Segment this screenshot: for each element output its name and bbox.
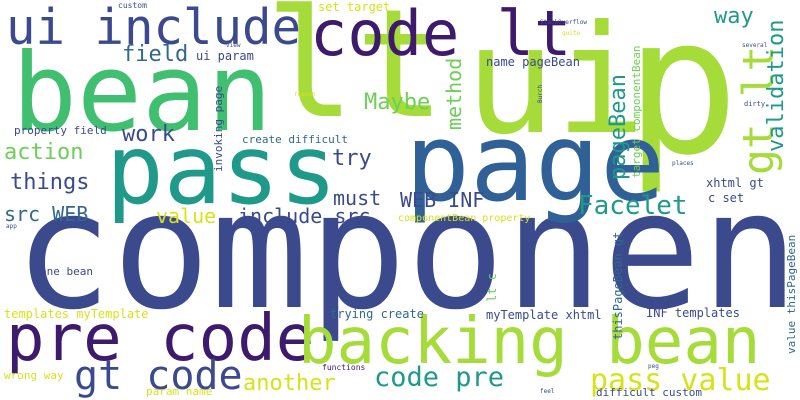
word-quite: quite	[562, 30, 581, 37]
word-ui-param: ui param	[196, 49, 254, 63]
word-functions: functions	[322, 363, 366, 372]
word-facelet: Facelet	[578, 191, 688, 221]
word-pre-code: pre code	[6, 302, 315, 376]
word-componentbean-property: componentBean property	[398, 213, 531, 224]
word-several: several	[742, 42, 768, 49]
word-include-src: include src	[238, 204, 371, 228]
word-value: value	[156, 204, 217, 228]
word-things: things	[10, 170, 90, 195]
word-pass: pass	[106, 114, 338, 226]
word-name-pagebean: name pageBean	[486, 55, 580, 69]
word-backing-bean: backing bean	[298, 305, 761, 379]
word-param-name: param name	[146, 385, 213, 398]
word-difficult-custom: difficult custom	[596, 386, 702, 399]
word-way: way	[714, 4, 754, 29]
word-trying-create: trying create	[330, 307, 424, 321]
word-method: method	[442, 57, 466, 130]
word-field: field	[122, 42, 189, 67]
word-wrong-way: wrong way	[4, 369, 64, 382]
word-lt: lt	[265, 0, 446, 152]
word-view: view	[226, 42, 241, 49]
word-places: places	[672, 160, 694, 167]
word-ui-include: ui include	[6, 0, 302, 56]
word-reason: reason	[294, 91, 316, 98]
word-inf-templates: INF templates	[646, 306, 740, 320]
word-work: work	[122, 122, 175, 147]
word-another: another	[243, 371, 336, 396]
word-lt-c: lt c	[485, 273, 499, 302]
word-action: action	[4, 140, 84, 165]
word-set-target: set target	[318, 0, 391, 14]
word-target-componentbean: target componentBean	[630, 45, 643, 178]
word-mytemplate-xhtml: myTemplate xhtml	[486, 308, 602, 322]
word-must: must	[333, 186, 382, 210]
word-web-inf: WEB INF	[400, 188, 485, 212]
word-templates-mytemplate: templates myTemplate	[4, 307, 149, 321]
word-c-set: c set	[708, 191, 745, 205]
word-gt-code: gt code	[74, 353, 243, 399]
word-stackoverflow: StackOverflow	[540, 19, 587, 26]
word-pagebean: pageBean	[606, 74, 631, 180]
word-validation: validation	[764, 19, 789, 152]
word-custom: custom	[118, 1, 147, 10]
word-component: component	[14, 157, 800, 346]
word-ui: ui	[465, 0, 646, 168]
word-pass-value: pass value	[590, 363, 771, 398]
word-value-thispagebean: value thisPageBean	[785, 234, 798, 354]
word-maybe: Maybe	[364, 90, 431, 115]
word-dirty: dirty	[744, 100, 766, 108]
word-create-difficult: create difficult	[242, 133, 348, 146]
word-peg: peg	[648, 363, 659, 370]
word-src-web: src WEB	[4, 202, 89, 226]
word-feel: feel	[540, 388, 555, 395]
word-app: app	[6, 223, 17, 230]
word-invoking-page: invoking page	[212, 85, 225, 172]
word-page: page	[405, 101, 666, 226]
word-burch: Burch	[537, 84, 544, 103]
word-p: p	[625, 0, 740, 197]
word-try: try	[332, 146, 372, 171]
word-bean: bean	[12, 31, 273, 156]
word-thispagebean-gt: thisPageBean gt	[611, 231, 625, 340]
word-property-field: property field	[14, 124, 107, 137]
word-one-bean: one bean	[40, 265, 93, 278]
word-code-pre: code pre	[374, 362, 505, 393]
word-xhtml-gt: xhtml gt	[706, 176, 764, 190]
word-code-lt: code lt	[310, 0, 572, 70]
